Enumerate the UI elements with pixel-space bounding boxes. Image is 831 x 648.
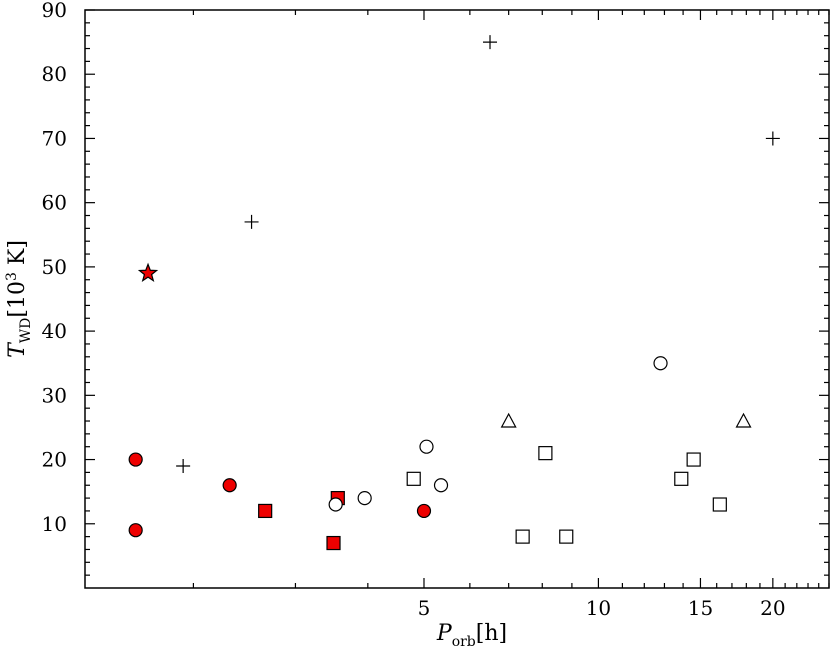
open-circle-marker xyxy=(653,356,668,371)
y-axis-label: TWD[103 K] xyxy=(4,240,34,358)
y-axis-label-unit-suffix: K] xyxy=(5,240,30,272)
star-marker xyxy=(137,262,159,282)
y-tick-label: 20 xyxy=(42,448,67,472)
y-tick-label: 10 xyxy=(42,512,67,536)
filled-circle-marker xyxy=(128,523,143,538)
open-square-marker xyxy=(686,452,701,467)
open-square-marker xyxy=(406,471,421,486)
filled-circle-marker xyxy=(128,452,143,467)
filled-circle-marker xyxy=(222,478,237,493)
x-tick-label: 20 xyxy=(760,596,785,620)
y-tick-label: 60 xyxy=(42,191,67,215)
plot-frame xyxy=(84,9,830,589)
axis-ticks xyxy=(85,9,830,588)
open-circle-marker xyxy=(419,439,434,454)
x-axis-label-unit: [h] xyxy=(476,621,507,646)
tick-labels: 5 10 15 20 10 20 30 40 50 60 70 80 90 xyxy=(42,0,786,620)
data-markers xyxy=(128,35,780,551)
y-axis-label-unit-prefix: [10 xyxy=(5,281,30,318)
plus-marker xyxy=(176,458,191,473)
open-square-marker xyxy=(712,497,727,512)
x-axis-label-sub: orb xyxy=(452,634,476,648)
y-tick-label: 90 xyxy=(42,0,67,22)
open-circle-marker xyxy=(357,490,372,506)
x-axis-label: Porb[h] xyxy=(436,621,507,648)
filled-square-marker xyxy=(326,535,341,551)
open-triangle-marker xyxy=(500,412,517,428)
y-tick-label: 70 xyxy=(42,126,67,150)
plus-marker xyxy=(765,131,780,146)
x-tick-label: 5 xyxy=(418,596,431,620)
open-square-marker xyxy=(515,529,530,544)
open-circle-marker xyxy=(328,497,343,512)
y-axis-label-sub: WD xyxy=(18,318,34,344)
x-tick-label: 15 xyxy=(688,596,713,620)
open-square-marker xyxy=(674,471,689,486)
y-tick-label: 40 xyxy=(42,319,67,343)
open-square-marker xyxy=(538,446,553,461)
plus-marker xyxy=(244,214,259,229)
y-tick-label: 30 xyxy=(42,383,67,407)
y-axis-label-unit-sup: 3 xyxy=(4,272,20,281)
y-tick-label: 50 xyxy=(42,255,67,279)
filled-square-marker xyxy=(258,503,273,519)
open-triangle-marker xyxy=(735,412,752,428)
open-square-marker xyxy=(559,529,574,544)
x-tick-label: 10 xyxy=(586,596,611,620)
open-circle-marker xyxy=(433,478,449,493)
y-tick-label: 80 xyxy=(42,62,67,86)
x-axis-label-main: P xyxy=(436,621,453,646)
filled-circle-marker xyxy=(416,503,432,519)
y-axis-label-main: T xyxy=(5,341,30,358)
plus-marker xyxy=(483,35,498,50)
